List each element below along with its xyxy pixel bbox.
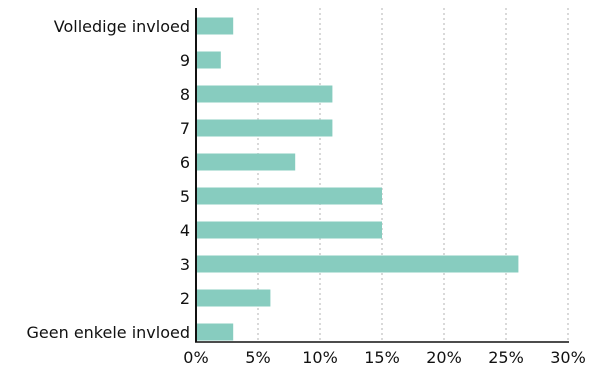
- gridlines: [257, 8, 569, 342]
- category-label: Geen enkele invloed: [27, 323, 191, 342]
- category-label: 5: [180, 187, 190, 206]
- bar: [196, 289, 271, 307]
- x-tick-label: 0%: [183, 348, 208, 367]
- bar: [196, 221, 382, 239]
- category-label: 6: [180, 153, 190, 172]
- category-label: 8: [180, 85, 190, 104]
- bar: [196, 153, 296, 171]
- category-label: 9: [180, 51, 190, 70]
- category-label: 2: [180, 289, 190, 308]
- category-label: 7: [180, 119, 190, 138]
- x-tick-label: 10%: [302, 348, 338, 367]
- category-label: 4: [180, 221, 190, 240]
- bar: [196, 255, 519, 273]
- bar: [196, 17, 234, 35]
- bar: [196, 85, 333, 103]
- category-labels: Volledige invloed 9 8 7 6 5 4 3 2 Geen enkele inv…: [27, 17, 191, 342]
- category-label: Volledige invloed: [54, 17, 190, 36]
- x-tick-label: 15%: [364, 348, 400, 367]
- bar: [196, 323, 234, 341]
- x-tick-label: 5%: [245, 348, 270, 367]
- bars: [196, 17, 519, 341]
- x-tick-label: 20%: [426, 348, 462, 367]
- x-tick-label: 30%: [550, 348, 586, 367]
- x-tick-label: 25%: [488, 348, 524, 367]
- bar: [196, 187, 382, 205]
- x-tick-labels: 0% 5% 10% 15% 20% 25% 30%: [183, 348, 585, 367]
- bar: [196, 119, 333, 137]
- bar: [196, 51, 221, 69]
- category-label: 3: [180, 255, 190, 274]
- axes: [195, 8, 569, 343]
